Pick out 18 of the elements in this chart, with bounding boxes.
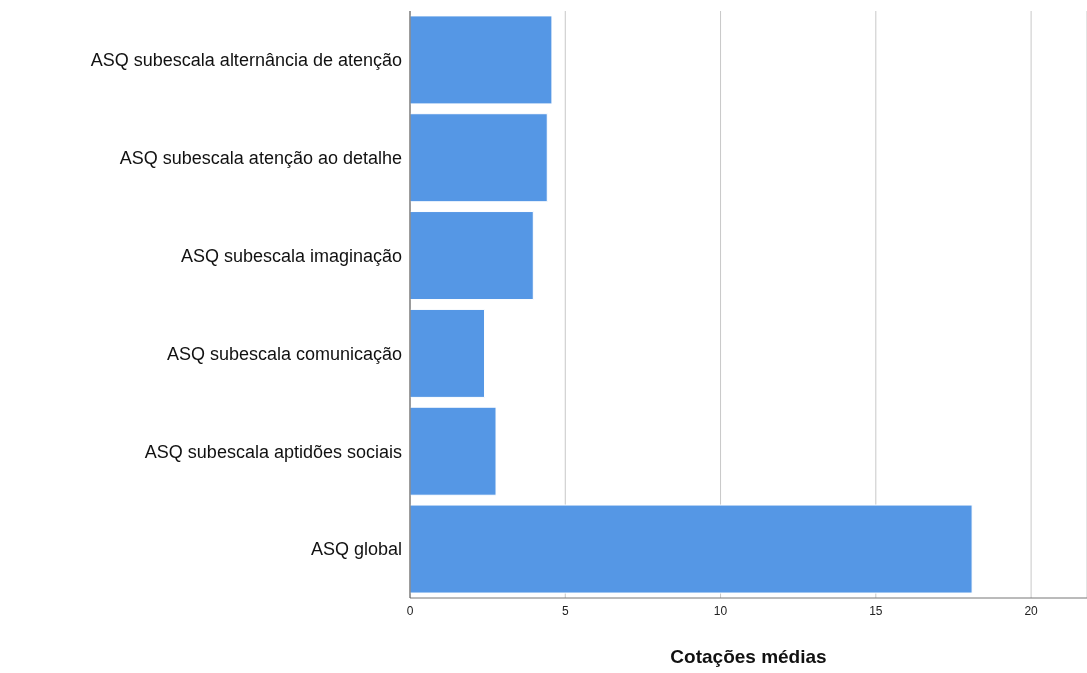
x-tick-label: 20 bbox=[1024, 603, 1039, 618]
bar bbox=[410, 504, 973, 594]
bar bbox=[410, 113, 548, 203]
y-tick-label: ASQ global bbox=[310, 539, 402, 560]
y-tick-label: ASQ subescala comunicação bbox=[166, 343, 402, 364]
x-tick-label: 10 bbox=[713, 603, 728, 618]
y-tick-label: ASQ subescala alternância de atenção bbox=[90, 50, 402, 71]
x-tick-label: 15 bbox=[869, 603, 883, 618]
y-tick-label: ASQ subescala atenção ao detalhe bbox=[119, 148, 402, 169]
y-tick-label: ASQ subescala aptidões sociais bbox=[144, 441, 402, 462]
bar bbox=[410, 15, 553, 105]
bar bbox=[410, 308, 486, 398]
bar bbox=[410, 406, 497, 496]
bar bbox=[410, 211, 534, 301]
x-tick-label: 0 bbox=[406, 603, 414, 618]
x-axis-title: Cotações médias bbox=[670, 646, 827, 667]
y-tick-label: ASQ subescala imaginação bbox=[180, 245, 402, 266]
x-tick-label: 5 bbox=[561, 603, 569, 618]
